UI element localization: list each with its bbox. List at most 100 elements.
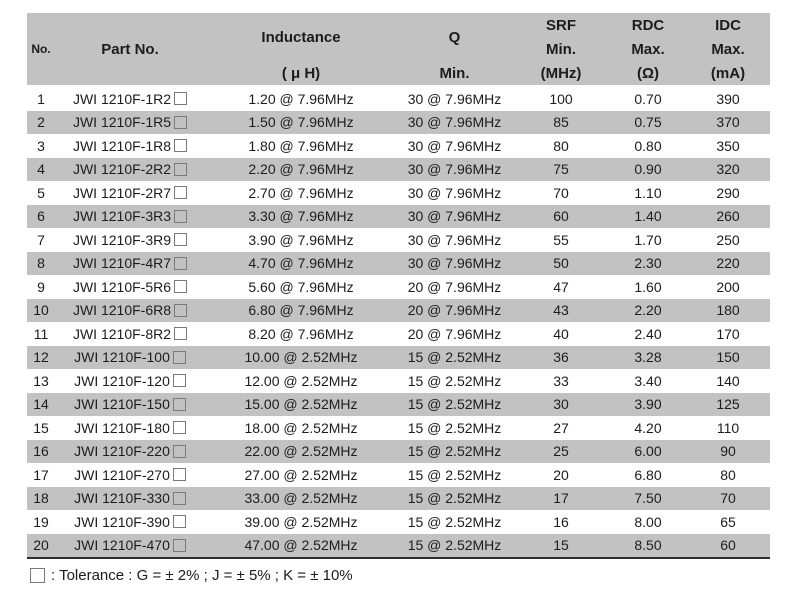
header-unit-rdc: (Ω) <box>636 64 660 82</box>
header-cell-idc: IDC Max. (mA) <box>686 13 770 85</box>
table-row: 18 JWI 1210F-330 33.00 @ 2.52MHz 15 @ 2.… <box>27 486 770 510</box>
cell-no: 3 <box>37 137 45 154</box>
header-label-part-no: Part No. <box>101 40 159 58</box>
cell-part-no: JWI 1210F-2R7 <box>55 181 205 205</box>
cell-inductance: 27.00 @ 2.52MHz <box>244 466 358 483</box>
tolerance-box-icon <box>172 374 186 388</box>
cell-srf-min: 47 <box>553 278 569 295</box>
table-row: 8 JWI 1210F-4R7 4.70 @ 7.96MHz 30 @ 7.96… <box>27 251 770 276</box>
cell-rdc-max: 7.50 <box>634 490 662 507</box>
cell-q-min: 30 @ 7.96MHz <box>407 114 502 131</box>
tolerance-box-icon <box>172 538 186 552</box>
cell-no: 17 <box>33 466 49 483</box>
tolerance-box-icon <box>174 115 188 129</box>
tolerance-footnote-text: : Tolerance : G = ± 2% ; J = ± 5% ; K = … <box>51 567 353 584</box>
header-label-q: Q <box>448 28 461 46</box>
cell-part-no: JWI 1210F-1R2 <box>55 87 205 111</box>
cell-no: 5 <box>37 184 45 201</box>
cell-srf-min: 40 <box>553 325 569 342</box>
cell-idc-max: 370 <box>716 114 740 131</box>
cell-q-min: 15 @ 2.52MHz <box>407 513 502 530</box>
cell-no: 20 <box>33 537 49 554</box>
cell-q-min: 15 @ 2.52MHz <box>407 419 502 436</box>
tolerance-box-icon <box>172 421 186 435</box>
cell-srf-min: 25 <box>553 443 569 460</box>
table-body: 1 JWI 1210F-1R2 1.20 @ 7.96MHz 30 @ 7.96… <box>27 87 770 559</box>
header-unit-inductance: ( μ H) <box>281 64 321 82</box>
cell-part-no: JWI 1210F-120 <box>55 369 205 393</box>
cell-srf-min: 20 <box>553 466 569 483</box>
table-row: 3 JWI 1210F-1R8 1.80 @ 7.96MHz 30 @ 7.96… <box>27 134 770 158</box>
cell-idc-max: 90 <box>720 443 736 460</box>
cell-srf-min: 100 <box>549 90 573 107</box>
cell-part-no: JWI 1210F-150 <box>55 393 205 417</box>
cell-q-min: 15 @ 2.52MHz <box>407 443 502 460</box>
table-row: 20 JWI 1210F-470 47.00 @ 2.52MHz 15 @ 2.… <box>27 533 770 558</box>
cell-q-min: 15 @ 2.52MHz <box>407 466 502 483</box>
cell-rdc-max: 3.28 <box>634 349 662 366</box>
cell-part-no: JWI 1210F-4R7 <box>55 252 205 276</box>
cell-rdc-max: 2.20 <box>634 302 662 319</box>
cell-inductance: 1.80 @ 7.96MHz <box>248 137 354 154</box>
cell-srf-min: 55 <box>553 231 569 248</box>
header-cell-inductance: Inductance ( μ H) <box>205 13 397 85</box>
cell-q-min: 20 @ 7.96MHz <box>407 325 502 342</box>
header-sub-rdc-max: Max. <box>631 40 665 58</box>
cell-rdc-max: 1.60 <box>634 278 662 295</box>
cell-rdc-max: 0.70 <box>634 90 662 107</box>
cell-rdc-max: 3.90 <box>634 396 662 413</box>
cell-q-min: 15 @ 2.52MHz <box>407 372 502 389</box>
table-row: 2 JWI 1210F-1R5 1.50 @ 7.96MHz 30 @ 7.96… <box>27 110 770 134</box>
cell-part-no: JWI 1210F-5R6 <box>55 275 205 299</box>
cell-srf-min: 85 <box>553 114 569 131</box>
cell-part-no: JWI 1210F-390 <box>55 510 205 534</box>
cell-idc-max: 290 <box>716 184 740 201</box>
header-sub-q-min: Min. <box>439 64 470 82</box>
cell-idc-max: 110 <box>716 419 740 436</box>
cell-inductance: 8.20 @ 7.96MHz <box>248 325 354 342</box>
header-unit-srf: (MHz) <box>540 64 582 82</box>
header-cell-q: Q Min. <box>397 13 512 85</box>
header-label-rdc: RDC <box>631 16 665 34</box>
table-row: 1 JWI 1210F-1R2 1.20 @ 7.96MHz 30 @ 7.96… <box>27 87 770 111</box>
cell-inductance: 6.80 @ 7.96MHz <box>248 302 354 319</box>
cell-part-no: JWI 1210F-470 <box>55 534 205 558</box>
cell-idc-max: 125 <box>716 396 740 413</box>
tolerance-box-icon <box>174 92 188 106</box>
cell-idc-max: 390 <box>716 90 740 107</box>
tolerance-box-icon <box>172 444 186 458</box>
table-header: No. Part No. Inductance ( μ H) Q Min. SR… <box>27 13 770 85</box>
cell-inductance: 3.90 @ 7.96MHz <box>248 231 354 248</box>
cell-inductance: 22.00 @ 2.52MHz <box>244 443 358 460</box>
cell-rdc-max: 8.00 <box>634 513 662 530</box>
tolerance-footnote: : Tolerance : G = ± 2% ; J = ± 5% ; K = … <box>27 568 770 583</box>
tolerance-box-icon <box>172 350 186 364</box>
cell-idc-max: 180 <box>716 302 740 319</box>
cell-inductance: 2.70 @ 7.96MHz <box>248 184 354 201</box>
cell-no: 16 <box>33 443 49 460</box>
header-label-idc: IDC <box>715 16 741 34</box>
tolerance-box-icon <box>174 186 188 200</box>
cell-no: 6 <box>37 208 45 225</box>
cell-rdc-max: 8.50 <box>634 537 662 554</box>
cell-idc-max: 60 <box>720 537 736 554</box>
cell-q-min: 30 @ 7.96MHz <box>407 137 502 154</box>
cell-no: 11 <box>33 325 49 342</box>
cell-rdc-max: 1.70 <box>634 231 662 248</box>
cell-srf-min: 17 <box>553 490 569 507</box>
header-cell-part-no: Part No. <box>55 13 205 85</box>
cell-idc-max: 260 <box>716 208 740 225</box>
cell-inductance: 1.20 @ 7.96MHz <box>248 90 354 107</box>
cell-inductance: 4.70 @ 7.96MHz <box>248 255 354 272</box>
tolerance-box-icon <box>174 209 188 223</box>
table-row: 9 JWI 1210F-5R6 5.60 @ 7.96MHz 20 @ 7.96… <box>27 275 770 299</box>
table-row: 15 JWI 1210F-180 18.00 @ 2.52MHz 15 @ 2.… <box>27 416 770 440</box>
table-row: 13 JWI 1210F-120 12.00 @ 2.52MHz 15 @ 2.… <box>27 369 770 393</box>
cell-q-min: 15 @ 2.52MHz <box>407 537 502 554</box>
cell-no: 1 <box>37 90 45 107</box>
cell-rdc-max: 6.00 <box>634 443 662 460</box>
cell-inductance: 18.00 @ 2.52MHz <box>244 419 358 436</box>
cell-q-min: 15 @ 2.52MHz <box>407 349 502 366</box>
cell-part-no: JWI 1210F-2R2 <box>55 158 205 182</box>
